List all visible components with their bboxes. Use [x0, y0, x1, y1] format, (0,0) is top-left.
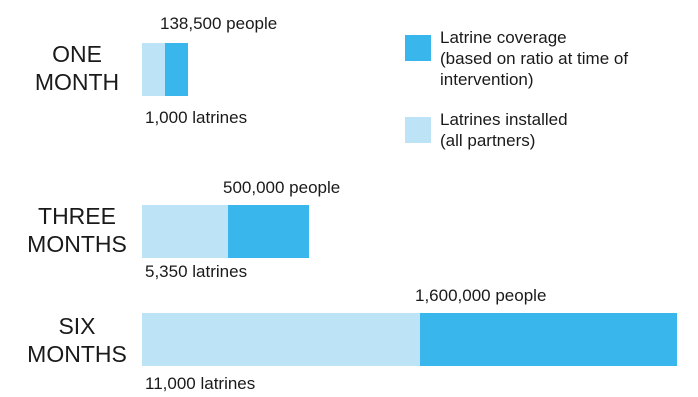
legend-swatch-coverage — [405, 35, 431, 61]
latrines-label: 11,000 latrines — [145, 374, 256, 393]
bar — [142, 313, 677, 366]
bar-segment-latrine-coverage — [165, 43, 188, 96]
period-label: SIX MONTHS — [12, 312, 142, 368]
people-label: 138,500 people — [160, 14, 278, 33]
bar-segment-latrines-installed — [142, 205, 228, 258]
period-label-line: MONTHS — [27, 341, 127, 367]
period-label: ONE MONTH — [12, 40, 142, 96]
legend-label-coverage-line: intervention) — [440, 70, 534, 89]
latrines-label: 5,350 latrines — [145, 262, 248, 281]
bar-segment-latrine-coverage — [420, 313, 677, 366]
bar-segment-latrines-installed — [142, 313, 420, 366]
bar — [142, 205, 309, 258]
legend-label-installed-line: Latrines installed — [440, 110, 568, 129]
period-label-line: MONTHS — [27, 231, 127, 257]
period-label-line: ONE — [52, 41, 102, 67]
bar-segment-latrines-installed — [142, 43, 165, 96]
legend-label-installed-line: (all partners) — [440, 131, 536, 150]
period-label-line: THREE — [38, 203, 116, 229]
legend-label-coverage-line: Latrine coverage — [440, 28, 567, 47]
period-label-line: MONTH — [34, 69, 120, 95]
period-label-line: SIX — [58, 313, 96, 339]
legend-label-coverage: Latrine coverage (based on ratio at time… — [440, 27, 698, 90]
period-label: THREE MONTHS — [12, 202, 142, 258]
latrines-label: 1,000 latrines — [145, 108, 248, 127]
people-label: 1,600,000 people — [415, 286, 547, 305]
legend-label-coverage-line: (based on ratio at time of — [440, 49, 629, 68]
legend-swatch-installed — [405, 117, 431, 143]
bar — [142, 43, 188, 96]
legend-label-installed: Latrines installed (all partners) — [440, 109, 698, 151]
people-label: 500,000 people — [223, 178, 341, 197]
bar-segment-latrine-coverage — [228, 205, 309, 258]
